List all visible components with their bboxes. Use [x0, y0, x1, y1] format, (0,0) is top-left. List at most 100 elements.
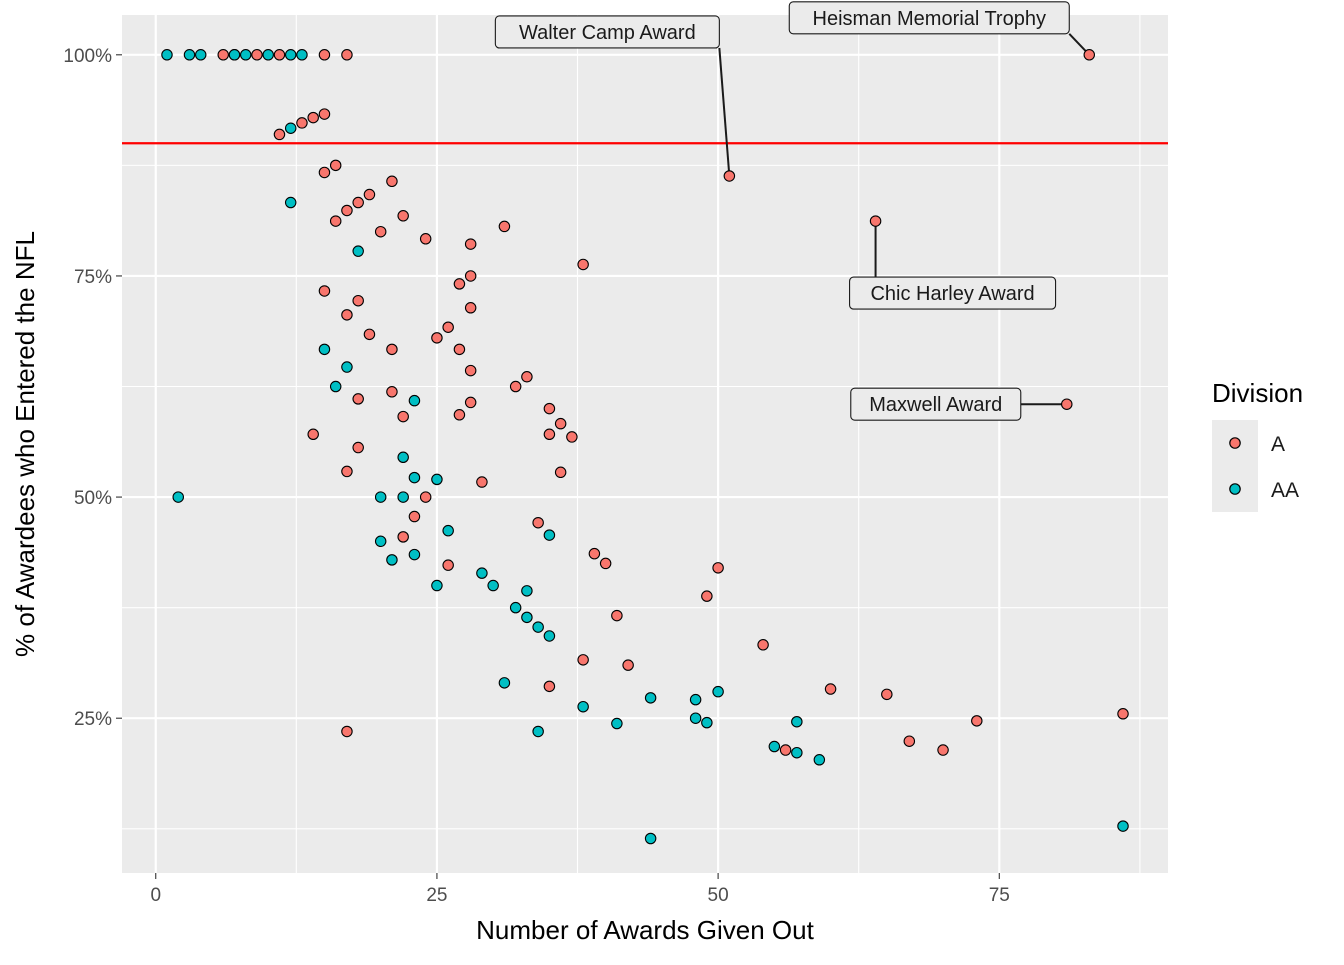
data-point-aa	[543, 529, 556, 541]
data-point-a	[1117, 708, 1129, 720]
y-tick-label: 75%	[74, 267, 112, 288]
data-point-a	[577, 258, 589, 271]
data-point-a	[903, 735, 916, 747]
data-point-a	[386, 386, 398, 398]
annotation-label: Maxwell Award	[869, 394, 1002, 416]
y-tick-label: 100%	[63, 46, 112, 67]
data-point-aa	[341, 361, 353, 373]
data-point-a	[341, 49, 353, 61]
data-point-aa	[431, 579, 443, 592]
data-point-aa	[476, 567, 488, 579]
data-point-a	[453, 278, 466, 290]
data-point-a	[352, 196, 364, 209]
data-point-a	[701, 590, 713, 602]
x-axis-title: Number of Awards Given Out	[476, 915, 814, 945]
data-point-aa	[397, 491, 409, 503]
data-point-a	[577, 654, 589, 666]
data-point-a	[363, 328, 376, 341]
data-point-a	[622, 659, 634, 671]
data-point-a	[554, 466, 567, 479]
data-point-a	[397, 410, 409, 423]
data-point-aa	[374, 535, 387, 548]
data-point-a	[431, 332, 443, 344]
data-point-aa	[284, 49, 297, 61]
data-point-a	[971, 715, 983, 727]
data-point-aa	[1117, 820, 1129, 832]
data-point-aa	[521, 611, 533, 624]
data-point-a	[543, 402, 556, 415]
data-point-a	[599, 557, 612, 570]
data-point-a	[881, 688, 893, 701]
data-point-a	[352, 441, 364, 454]
data-point-a	[521, 371, 533, 383]
data-point-a	[464, 364, 477, 377]
data-point-a	[611, 609, 623, 622]
annotation-box	[788, 1, 1070, 35]
data-point-aa	[509, 601, 522, 614]
data-point-aa	[532, 725, 544, 738]
data-point-a	[352, 393, 364, 405]
data-point-aa	[284, 122, 297, 134]
x-tick-label: 0	[150, 885, 161, 906]
data-point-aa	[352, 245, 364, 257]
y-tick-label: 25%	[74, 709, 112, 730]
data-point-aa	[611, 717, 623, 730]
data-point-a	[419, 491, 432, 503]
data-point-aa	[161, 49, 173, 61]
data-point-a	[543, 680, 556, 693]
data-point-aa	[408, 548, 421, 561]
data-point-aa	[296, 49, 308, 61]
points-layer	[161, 49, 1129, 845]
data-point-a	[273, 49, 286, 61]
data-point-aa	[712, 685, 724, 698]
data-point-a	[824, 683, 837, 695]
data-point-a	[476, 476, 488, 488]
data-point-a	[307, 428, 319, 441]
data-point-a	[442, 321, 454, 333]
data-point-aa	[408, 394, 421, 407]
legend-label-a: A	[1271, 433, 1285, 456]
data-point-aa	[239, 49, 252, 61]
data-point-aa	[487, 579, 499, 592]
data-point-a	[566, 431, 578, 443]
legend-title: Division	[1212, 378, 1303, 408]
data-point-aa	[228, 49, 241, 61]
data-point-aa	[284, 196, 297, 209]
data-point-a	[341, 465, 353, 478]
data-point-aa	[442, 524, 454, 537]
data-point-a	[318, 285, 331, 297]
axes-layer: 0 25 50 75 25% 50% 75% 100%	[63, 46, 1009, 906]
data-point-aa	[498, 677, 511, 689]
data-point-a	[464, 302, 477, 314]
data-point-aa	[644, 692, 657, 704]
data-point-a	[509, 380, 522, 393]
data-point-aa	[183, 49, 196, 61]
data-point-aa	[689, 693, 702, 706]
data-point-aa	[172, 491, 184, 503]
data-point-a	[757, 639, 769, 651]
data-point-a	[363, 188, 376, 201]
annotation-box	[850, 387, 1022, 421]
data-point-a	[273, 128, 286, 141]
data-point-a	[341, 309, 353, 321]
data-point-aa	[577, 700, 589, 713]
data-point-aa	[644, 832, 657, 845]
data-point-a	[779, 744, 792, 756]
data-point-a	[453, 409, 466, 421]
data-point-a	[1061, 398, 1073, 410]
data-point-a	[532, 516, 544, 529]
data-point-aa	[521, 585, 533, 597]
data-point-a	[712, 562, 724, 574]
data-point-a	[464, 396, 477, 409]
data-point-aa	[532, 621, 544, 633]
data-point-a	[408, 510, 421, 523]
annotation-label: Walter Camp Award	[519, 22, 696, 44]
data-point-a	[937, 744, 949, 756]
data-point-aa	[543, 630, 556, 642]
data-point-a	[386, 175, 398, 188]
data-point-a	[318, 108, 331, 120]
data-point-a	[397, 210, 409, 222]
data-point-a	[464, 270, 477, 282]
